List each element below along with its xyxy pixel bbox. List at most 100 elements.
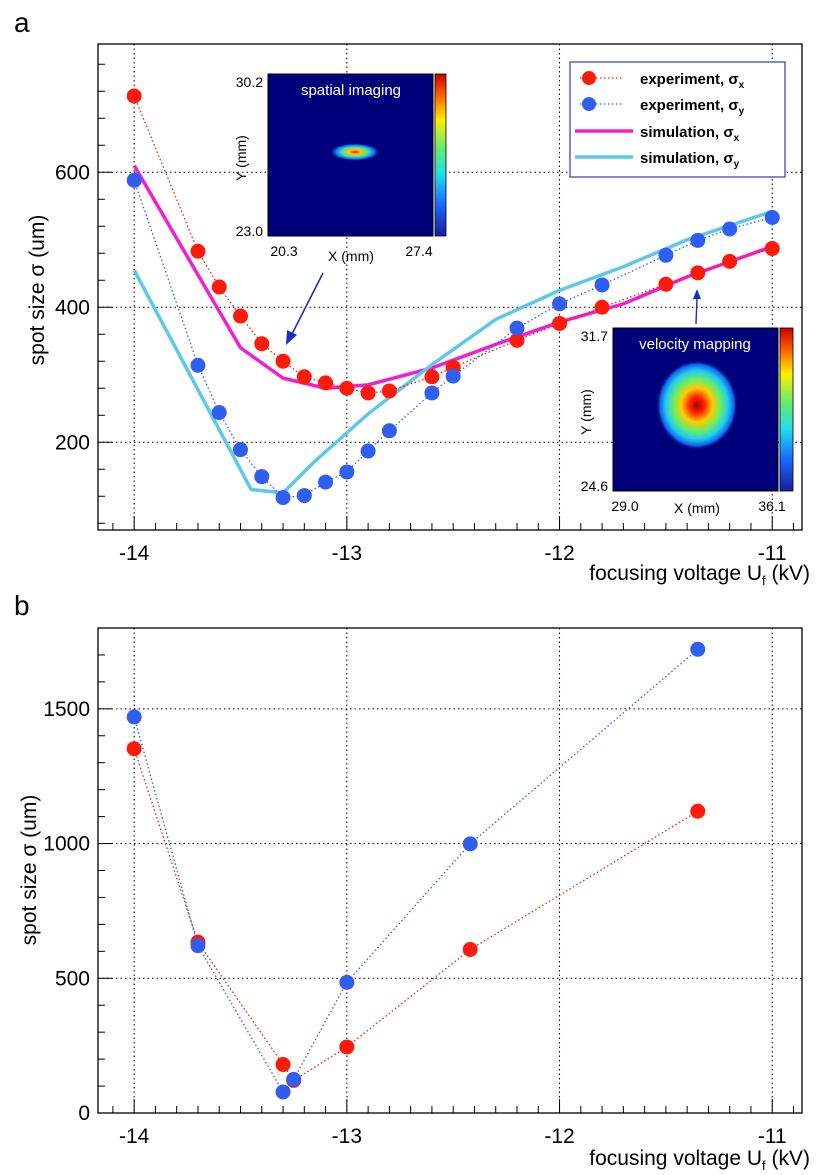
panel-a-xtick-label-11: -11 (758, 542, 787, 565)
legend-label-exp-y-sub: y (739, 106, 745, 117)
data-point-experiment-x (211, 279, 227, 295)
legend-label-sim-x-sub: x (734, 133, 740, 144)
data-point-experiment-y (690, 232, 706, 248)
data-point-experiment-x (690, 265, 706, 281)
data-point-experiment-x (594, 299, 610, 315)
data-point-experiment-y (658, 247, 674, 263)
arrow-spatial-head (286, 330, 297, 345)
panel-a-ytick-label-600: 600 (55, 161, 90, 184)
inset-spatial-x-label: X (mm) (328, 248, 374, 264)
legend-label-exp-x: experiment, σx (640, 71, 745, 91)
inset-velocity-beam-spot (656, 360, 738, 450)
data-point-experiment-y (286, 1071, 302, 1087)
inset-spatial-y-min: 23.0 (236, 223, 263, 239)
inset-velocity-colorbar (779, 327, 794, 492)
data-point-experiment-y (339, 974, 355, 990)
panel-a-x-axis-label: focusing voltage Uf (kV) (589, 562, 810, 588)
panel-a-series (126, 88, 780, 506)
data-point-experiment-x (722, 253, 738, 269)
data-point-experiment-y (190, 938, 206, 954)
data-point-experiment-x (233, 308, 249, 324)
panel-b-xtick-label-12: -12 (544, 1125, 574, 1148)
data-point-experiment-x (339, 380, 355, 396)
panel-b-series (126, 641, 706, 1100)
inset-spatial-frame (267, 73, 434, 237)
inset-spatial-title: spatial imaging (301, 82, 401, 99)
legend-label-exp-x-sub: x (739, 80, 745, 91)
data-point-experiment-x (190, 243, 206, 259)
data-point-experiment-y (381, 423, 397, 439)
data-point-experiment-y (126, 172, 142, 188)
legend-entry-exp-y: experiment, σy (580, 97, 745, 117)
legend-label-exp-y: experiment, σy (640, 97, 745, 117)
data-point-experiment-x (552, 315, 568, 331)
panel-a-x-axis-label-sub: f (762, 573, 766, 588)
panel-b-xtick-label-14: -14 (119, 1125, 150, 1148)
data-point-experiment-y (445, 368, 461, 384)
arrow-velocity-shaft (695, 296, 698, 325)
inset-spatial-colorbar (434, 73, 447, 237)
panel-b-x-axis-label-sub: f (762, 1158, 766, 1173)
data-point-experiment-y (233, 442, 249, 458)
data-point-experiment-y (424, 385, 440, 401)
panel-a-ticks: -14 -13 -12 -11 200 400 600 (55, 63, 794, 565)
inset-velocity-x-label: X (mm) (674, 500, 720, 516)
data-point-experiment-x (462, 941, 478, 957)
legend-swatch-marker-exp-x (582, 71, 596, 85)
data-point-experiment-y (509, 320, 525, 336)
inset-spatial-x-max: 27.4 (405, 243, 432, 259)
panel-a-ytick-label-200: 200 (55, 431, 90, 454)
legend-label-sim-y-main: simulation, σ (640, 150, 734, 167)
panel-a-plot-frame (97, 43, 803, 531)
legend-label-exp-x-main: experiment, σ (640, 71, 739, 88)
panel-b-x-axis-label-main: focusing voltage U (589, 1147, 762, 1170)
inset-velocity-frame (612, 327, 779, 492)
inset-velocity-title: velocity mapping (639, 336, 751, 353)
data-point-experiment-x (509, 332, 525, 348)
inset-spatial-imaging: spatial imaging 30.2 23.0 Y (mm) 20.3 27… (233, 73, 447, 264)
inset-velocity-x-min: 29.0 (611, 498, 638, 514)
data-point-experiment-x (318, 375, 334, 391)
series-connector-experiment-y (133, 648, 699, 1094)
data-point-experiment-y (126, 709, 142, 725)
legend-label-sim-x-main: simulation, σ (640, 124, 734, 141)
panel-b-label: b (14, 590, 30, 621)
inset-velocity-y-label: Y (mm) (578, 389, 594, 435)
data-point-experiment-y (690, 641, 706, 657)
panel-a-x-axis-label-main: focusing voltage U (589, 562, 762, 585)
inset-spatial-x-min: 20.3 (270, 243, 297, 259)
panel-a-x-axis-label-unit: (kV) (766, 562, 810, 585)
arrow-spatial-shaft (290, 272, 324, 337)
legend: experiment, σx experiment, σy simulation… (569, 61, 786, 178)
data-point-experiment-y (318, 474, 334, 490)
panel-a-chart: -14 -13 -12 -11 200 400 600 spot size σ (um) f… (26, 43, 810, 588)
legend-label-sim-x: simulation, σx (640, 124, 740, 144)
panel-b-gridlines (98, 628, 802, 1113)
data-point-experiment-y (275, 490, 291, 506)
data-point-experiment-x (424, 369, 440, 385)
inset-velocity-y-min: 24.6 (581, 478, 608, 494)
legend-label-sim-y: simulation, σy (640, 150, 740, 170)
panel-b-x-axis-label-unit: (kV) (766, 1147, 810, 1170)
inset-spatial-y-max: 30.2 (236, 74, 263, 90)
data-point-experiment-y (552, 296, 568, 312)
inset-velocity-x-max: 36.1 (758, 498, 785, 514)
arrow-to-spatial-minimum (286, 272, 324, 345)
legend-label-sim-y-sub: y (734, 159, 740, 170)
data-point-experiment-x (381, 383, 397, 399)
data-point-experiment-y (275, 1084, 291, 1100)
panel-b-ticks: -14 -13 -12 -11 0 500 1000 1500 (43, 627, 794, 1148)
data-point-experiment-y (360, 443, 376, 459)
data-point-experiment-x (296, 369, 312, 385)
legend-swatch-marker-exp-y (582, 97, 596, 111)
panel-a-ytick-label-400: 400 (55, 296, 90, 319)
inset-velocity-mapping: velocity mapping 31.7 24.6 Y (mm) 29.0 3… (578, 327, 794, 516)
data-point-experiment-y (462, 836, 478, 852)
panel-b-y-axis-label: spot size σ (um) (18, 795, 41, 946)
inset-spatial-beam-spot (330, 143, 380, 161)
data-point-experiment-y (296, 488, 312, 504)
legend-entry-exp-x: experiment, σx (580, 71, 745, 91)
panel-b-ytick-label-500: 500 (55, 967, 90, 990)
data-point-experiment-x (658, 276, 674, 292)
